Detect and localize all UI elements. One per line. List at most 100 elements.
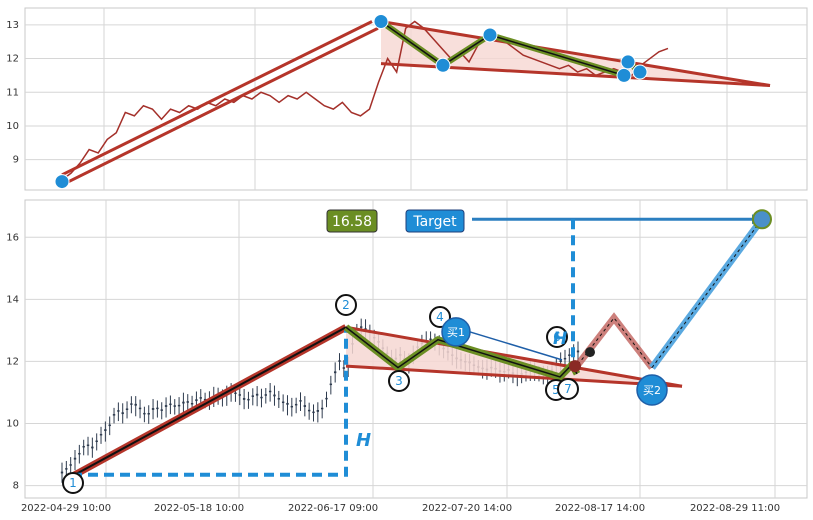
top-price-line	[61, 20, 669, 181]
top-pattern-point-2	[373, 13, 389, 29]
bottom-panel-frame	[24, 199, 808, 499]
bottom-projection-core	[651, 218, 763, 368]
bottom-y-tick-label: 12	[6, 356, 19, 367]
pattern-label-5: 5	[552, 383, 560, 397]
bottom-breakout-marker	[585, 347, 595, 358]
candle-body	[277, 398, 281, 400]
candle-body	[164, 405, 168, 407]
top-y-tick-label: 10	[6, 121, 19, 132]
top-pattern-point-5	[616, 67, 632, 83]
candle-body	[316, 410, 320, 412]
candle-body	[247, 398, 250, 401]
candle-body	[329, 383, 333, 386]
candle-body	[177, 404, 181, 407]
top-panel-content	[54, 13, 771, 190]
candle-body	[342, 367, 346, 369]
bottom-y-tick-label: 16	[6, 232, 19, 243]
buy1-badge	[441, 317, 471, 347]
top-rise-line-b	[61, 20, 373, 177]
pattern-label-circle-2	[335, 294, 357, 316]
candle-body	[190, 402, 194, 405]
bottom-x-tick-label: 2022-05-18 10:00	[154, 503, 244, 514]
bottom-height-dash	[72, 330, 348, 477]
candle-body	[290, 405, 294, 408]
candle-body	[134, 403, 137, 406]
buy2-badge	[636, 374, 668, 406]
top-pattern-point-3	[435, 57, 451, 73]
candle-body	[151, 408, 155, 410]
bottom-x-tick-label: 2022-04-29 10:00	[21, 503, 111, 514]
price-box-text: 16.58	[332, 214, 372, 230]
pattern-label-7: 7	[564, 382, 572, 396]
candle-body	[104, 429, 107, 432]
buy2-label: 买2	[643, 384, 661, 397]
top-panel-grid	[25, 8, 807, 190]
candle-body	[312, 411, 315, 414]
candle-body	[429, 338, 432, 341]
pattern-label-3: 3	[395, 374, 403, 388]
candle-body	[568, 354, 571, 356]
candle-body	[268, 390, 272, 393]
candle-body	[286, 402, 289, 405]
bottom-x-tick-label: 2022-06-17 09:00	[288, 503, 378, 514]
candle-body	[264, 394, 267, 396]
pattern-label-4: 4	[436, 310, 444, 324]
candle-body	[199, 397, 202, 399]
bottom-entry-marker	[569, 360, 581, 373]
candle-body	[242, 398, 246, 400]
target-box	[405, 209, 465, 233]
candle-body	[320, 407, 324, 410]
candle-body	[186, 401, 189, 403]
top-y-tick-label: 11	[6, 87, 19, 98]
candle-body	[294, 403, 298, 406]
top-pattern-point-1	[54, 174, 70, 190]
candle-body	[563, 357, 567, 360]
candle-body	[325, 397, 328, 400]
top-pattern-point-6	[620, 54, 636, 70]
target-box-text: Target	[412, 214, 457, 230]
top-y-tick-label: 13	[6, 20, 19, 31]
buy1-label: 买1	[447, 326, 465, 339]
candle-body	[338, 360, 341, 362]
candle-body	[82, 445, 85, 448]
candle-body	[91, 446, 94, 449]
candle-body	[78, 452, 81, 455]
height-label-small: H	[553, 329, 567, 349]
top-upper-trendline	[380, 20, 771, 87]
candle-body	[160, 409, 163, 411]
candle-body	[86, 444, 90, 447]
candle-body	[307, 409, 311, 412]
candle-body	[203, 398, 207, 401]
pattern-label-1: 1	[69, 476, 77, 490]
candle-body	[255, 393, 259, 396]
pattern-label-circle-7	[557, 378, 579, 400]
candle-body	[143, 412, 146, 415]
candle-body	[125, 408, 129, 410]
candle-body	[281, 401, 285, 404]
candle-body	[333, 371, 337, 374]
candle-body	[359, 326, 363, 328]
candle-body	[260, 396, 263, 399]
bottom-panel-content: 1 2 3 4 5 6 7 买1 买2	[60, 209, 772, 494]
candle-body	[303, 405, 307, 407]
top-panel-y-ticks: 9 10 11 12 13	[6, 20, 19, 166]
candle-body	[251, 395, 254, 397]
pattern-label-circle-3	[388, 370, 410, 392]
candle-body	[95, 440, 98, 443]
candle-body	[108, 424, 111, 427]
bottom-x-tick-label: 2022-08-29 11:00	[690, 503, 780, 514]
top-y-tick-label: 9	[13, 155, 19, 166]
price-annotation: 16.58	[326, 209, 378, 233]
candle-body	[65, 468, 68, 470]
top-rise-line-a	[61, 26, 379, 187]
top-pattern-point-4	[482, 27, 498, 43]
candle-body	[147, 413, 150, 415]
top-pattern-point-7	[632, 64, 648, 80]
pattern-label-2: 2	[342, 298, 350, 312]
target-annotation: Target	[405, 209, 465, 233]
bottom-y-tick-label: 8	[13, 481, 19, 492]
pattern-label-circle-6	[546, 326, 568, 348]
candle-body	[238, 394, 241, 396]
bottom-upper-trendline	[345, 325, 683, 388]
